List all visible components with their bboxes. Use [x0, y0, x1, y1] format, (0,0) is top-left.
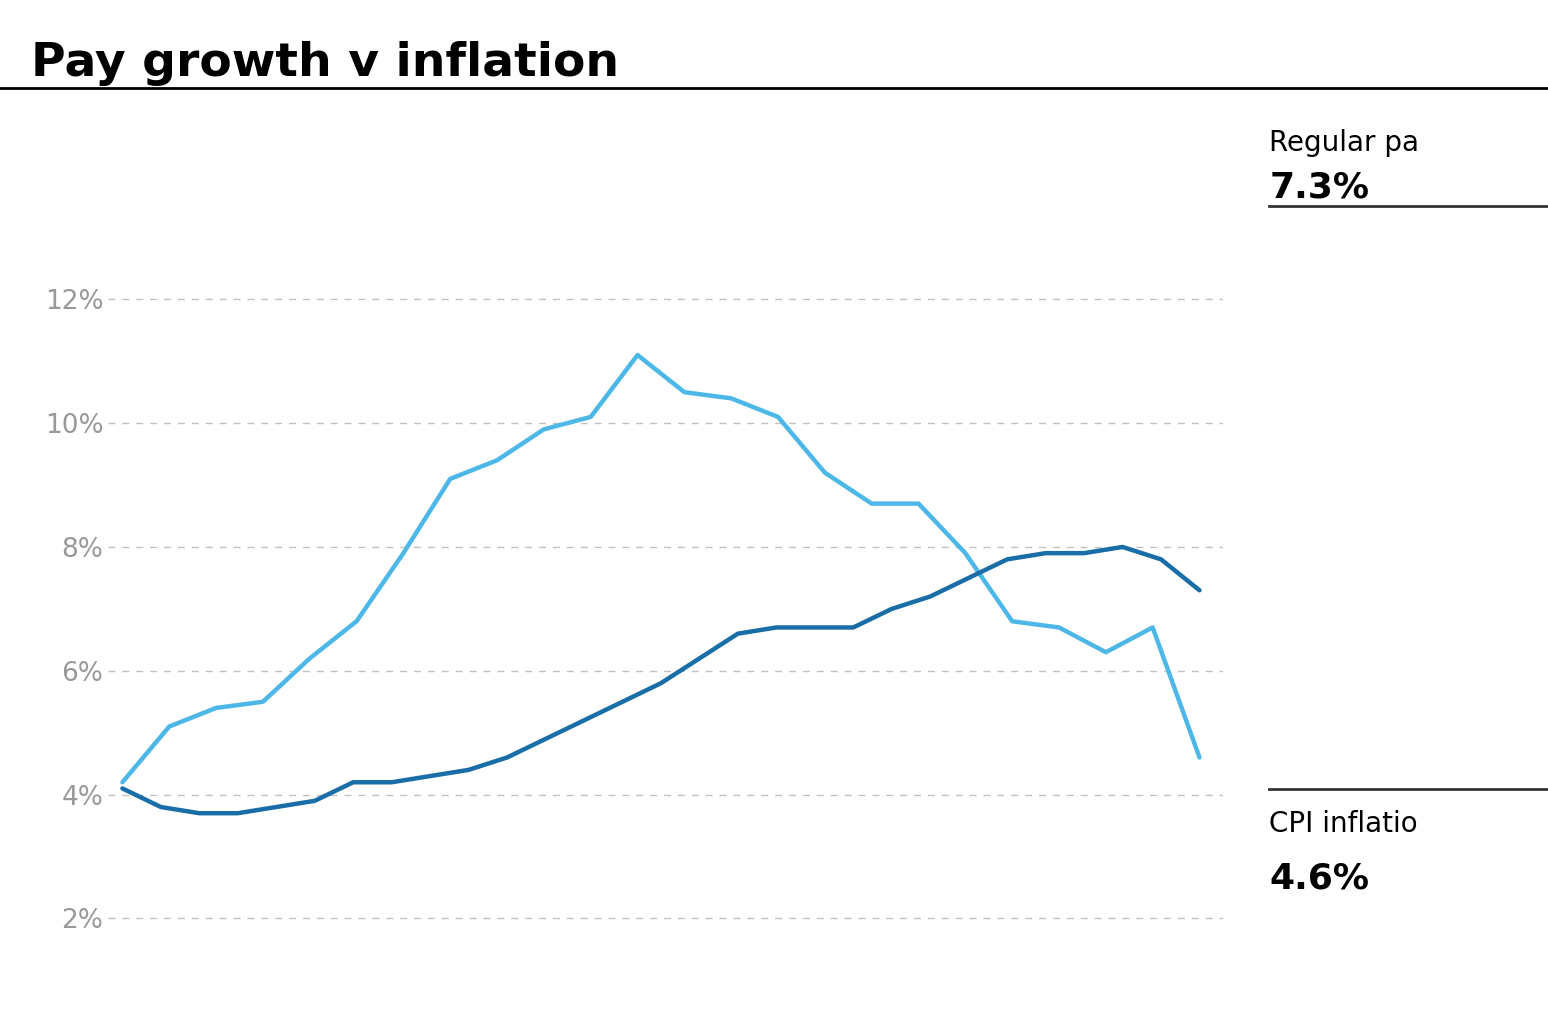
Text: 7.3%: 7.3% — [1269, 170, 1370, 204]
Text: Regular pa: Regular pa — [1269, 129, 1420, 157]
Text: CPI inflatio: CPI inflatio — [1269, 810, 1418, 838]
Text: Pay growth v inflation: Pay growth v inflation — [31, 41, 619, 87]
Text: 4.6%: 4.6% — [1269, 862, 1370, 896]
